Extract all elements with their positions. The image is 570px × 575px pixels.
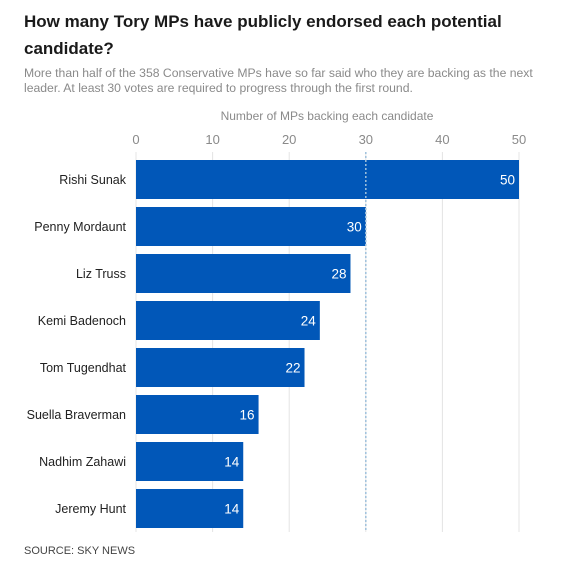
category-label: Tom Tugendhat [40,361,127,375]
bar [136,301,320,340]
category-label: Nadhim Zahawi [39,455,126,469]
bars [136,160,519,528]
x-tick-label: 40 [435,132,449,147]
x-tick-label: 50 [512,132,526,147]
value-label: 22 [285,361,300,376]
value-label: 28 [331,267,346,282]
value-label: 30 [347,220,362,235]
bar [136,348,305,387]
bar [136,207,366,246]
bar [136,395,259,434]
value-label: 24 [301,314,317,329]
category-labels: Rishi Sunak Penny Mordaunt Liz Truss Kemi B… [27,173,127,516]
chart-subtitle: More than half of the 358 Conservative M… [24,66,533,95]
x-tick-label: 30 [359,132,373,147]
x-tick-label: 20 [282,132,296,147]
bar [136,160,519,199]
category-label: Liz Truss [76,267,126,281]
bar [136,442,244,481]
x-tick-label: 10 [205,132,219,147]
chart-title: How many Tory MPs have publicly endorsed… [24,12,502,58]
category-label: Rishi Sunak [59,173,126,187]
bar [136,254,351,293]
category-label: Suella Braverman [27,408,126,422]
x-tick-labels: 0 10 20 30 40 50 [132,132,526,147]
value-label: 50 [500,173,515,188]
bar-chart: Number of MPs backing each candidate 0 10… [27,109,526,532]
value-label: 14 [224,502,240,517]
bar [136,489,244,528]
category-label: Jeremy Hunt [55,502,126,516]
category-label: Penny Mordaunt [34,220,126,234]
x-axis-label: Number of MPs backing each candidate [221,109,434,123]
value-label: 16 [240,408,255,423]
source-note: SOURCE: SKY NEWS [24,545,136,557]
x-tick-label: 0 [132,132,139,147]
category-label: Kemi Badenoch [38,314,126,328]
value-label: 14 [224,455,240,470]
value-labels: 50 30 28 24 22 16 14 14 [224,173,515,517]
